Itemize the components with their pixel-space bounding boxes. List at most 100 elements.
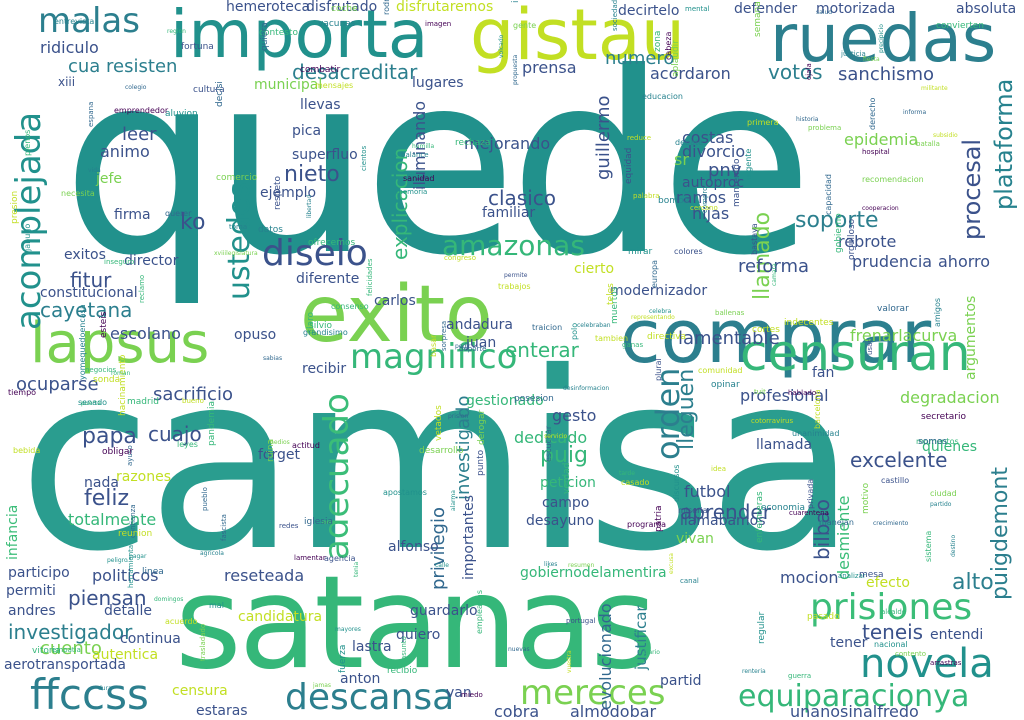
filler-word: mirar <box>628 247 653 257</box>
filler-word: pasado <box>807 612 840 622</box>
filler-word: herramienta <box>127 544 135 588</box>
word-quienes: quienes <box>922 439 978 455</box>
word-enterar: enterar <box>505 338 579 362</box>
word-absoluta: absoluta <box>956 1 1017 17</box>
word-prensa: prensa <box>522 58 577 77</box>
word-firma: firma <box>114 207 151 223</box>
filler-word: somos <box>918 437 948 447</box>
filler-word: obligar <box>102 447 134 457</box>
filler-word: derogar <box>477 409 487 445</box>
filler-word: humilla <box>412 143 435 150</box>
filler-word: libertad <box>306 194 313 218</box>
word-papa: papa <box>82 424 137 449</box>
word-hijas: hijas <box>692 204 730 223</box>
filler-word: sorpresa <box>440 320 448 351</box>
filler-word: contesto <box>259 28 298 38</box>
filler-word: fascista <box>220 514 228 541</box>
filler-word: orgulloso <box>847 218 857 260</box>
filler-word: tambien <box>595 334 629 343</box>
filler-word: cercano <box>690 204 718 212</box>
word-cayetana: cayetana <box>40 298 133 322</box>
word-llamabamos: llamabamos <box>680 513 766 529</box>
filler-word: esteis <box>99 311 109 338</box>
filler-word: equidad <box>624 147 634 184</box>
word-forget: forget <box>258 447 300 463</box>
word-superfluo: superfluo <box>292 147 358 163</box>
word-epidemia: epidemia <box>844 130 919 149</box>
filler-word: acuerdo <box>165 617 198 626</box>
filler-word: nacional <box>874 640 908 649</box>
filler-word: unanimidad <box>792 429 840 438</box>
word-vivan: vivan <box>676 531 714 547</box>
filler-word: analizar <box>838 572 866 580</box>
filler-word: excusa <box>668 553 675 574</box>
filler-word: espana <box>87 101 95 127</box>
filler-word: regular <box>757 611 767 644</box>
filler-word: plural <box>654 358 663 381</box>
filler-word: interesado <box>511 0 521 3</box>
filler-word: mental <box>685 5 710 13</box>
word-ridiculo: ridiculo <box>40 38 99 57</box>
word-malas: malas <box>38 1 140 41</box>
filler-word: renteria <box>742 668 766 675</box>
filler-word: traicion <box>532 323 563 332</box>
filler-word: roman <box>111 370 131 377</box>
word-tener: tener <box>830 635 868 651</box>
filler-word: partido <box>930 501 952 508</box>
word-quiero: quiero <box>396 627 441 643</box>
word-ejemplo: ejemplo <box>260 185 317 201</box>
word-gobiernodelamentira: gobiernodelamentira <box>520 565 667 581</box>
word-campo: campo <box>542 495 590 511</box>
word-ruedas: ruedas <box>770 0 997 77</box>
word-llevas: llevas <box>300 97 341 113</box>
filler-word: manejan <box>819 518 854 527</box>
word-continua: continua <box>120 631 181 647</box>
word-ramos: ramos <box>676 188 727 207</box>
word-cierto: cierto <box>574 261 615 277</box>
word-mocion: mocion <box>780 568 839 587</box>
filler-word: gente <box>513 21 537 30</box>
filler-word: quiera <box>260 22 270 51</box>
word-andres: andres <box>8 603 56 619</box>
filler-word: arrastras <box>930 659 962 667</box>
word-evolucionado: evolucionado <box>596 603 615 710</box>
filler-word: puerta <box>81 400 101 407</box>
word-rebrote: rebrote <box>838 232 897 251</box>
filler-word: presion <box>10 190 20 224</box>
filler-word: comercio <box>216 173 258 183</box>
word-estaras: estaras <box>196 703 248 719</box>
word-alfonso: alfonso <box>388 539 439 555</box>
filler-word: programa <box>627 520 667 529</box>
word-desacreditar: desacreditar <box>292 60 418 84</box>
filler-word: tiempo <box>8 388 37 397</box>
filler-word: jabugo <box>23 223 32 251</box>
filler-word: convierten <box>936 21 984 31</box>
word-disfrutaremos: disfrutaremos <box>396 0 494 15</box>
word-magnifico: magnifico <box>350 337 518 377</box>
filler-word: vida <box>88 167 101 174</box>
filler-word: representando <box>631 314 675 321</box>
word-juan: juan <box>466 335 497 351</box>
word-alto: alto <box>952 570 994 595</box>
filler-word: gobierno <box>834 213 844 253</box>
filler-word: linea <box>142 567 164 577</box>
filler-word: ofrecemos <box>308 238 356 248</box>
filler-word: vuestra <box>566 650 573 673</box>
filler-word: cuarentena <box>789 509 829 517</box>
filler-word: castillo <box>881 476 910 485</box>
word-diferente: diferente <box>296 271 360 287</box>
filler-word: recibio <box>387 666 418 676</box>
filler-word: bomba <box>658 196 690 206</box>
word-acordaron: acordaron <box>650 64 731 83</box>
word-disfrutado: disfrutado <box>306 0 378 15</box>
word-camisa: camisa <box>18 320 857 605</box>
word-candidatura: candidatura <box>238 609 323 625</box>
filler-word: informa <box>903 109 927 116</box>
filler-word: economia <box>761 503 805 513</box>
filler-word: mayores <box>335 626 361 633</box>
word-costas: costas <box>682 128 734 147</box>
filler-word: prision <box>448 413 469 420</box>
word-futbol: futbol <box>684 482 731 501</box>
filler-word: militante <box>921 85 948 92</box>
word-excelente: excelente <box>850 448 948 472</box>
